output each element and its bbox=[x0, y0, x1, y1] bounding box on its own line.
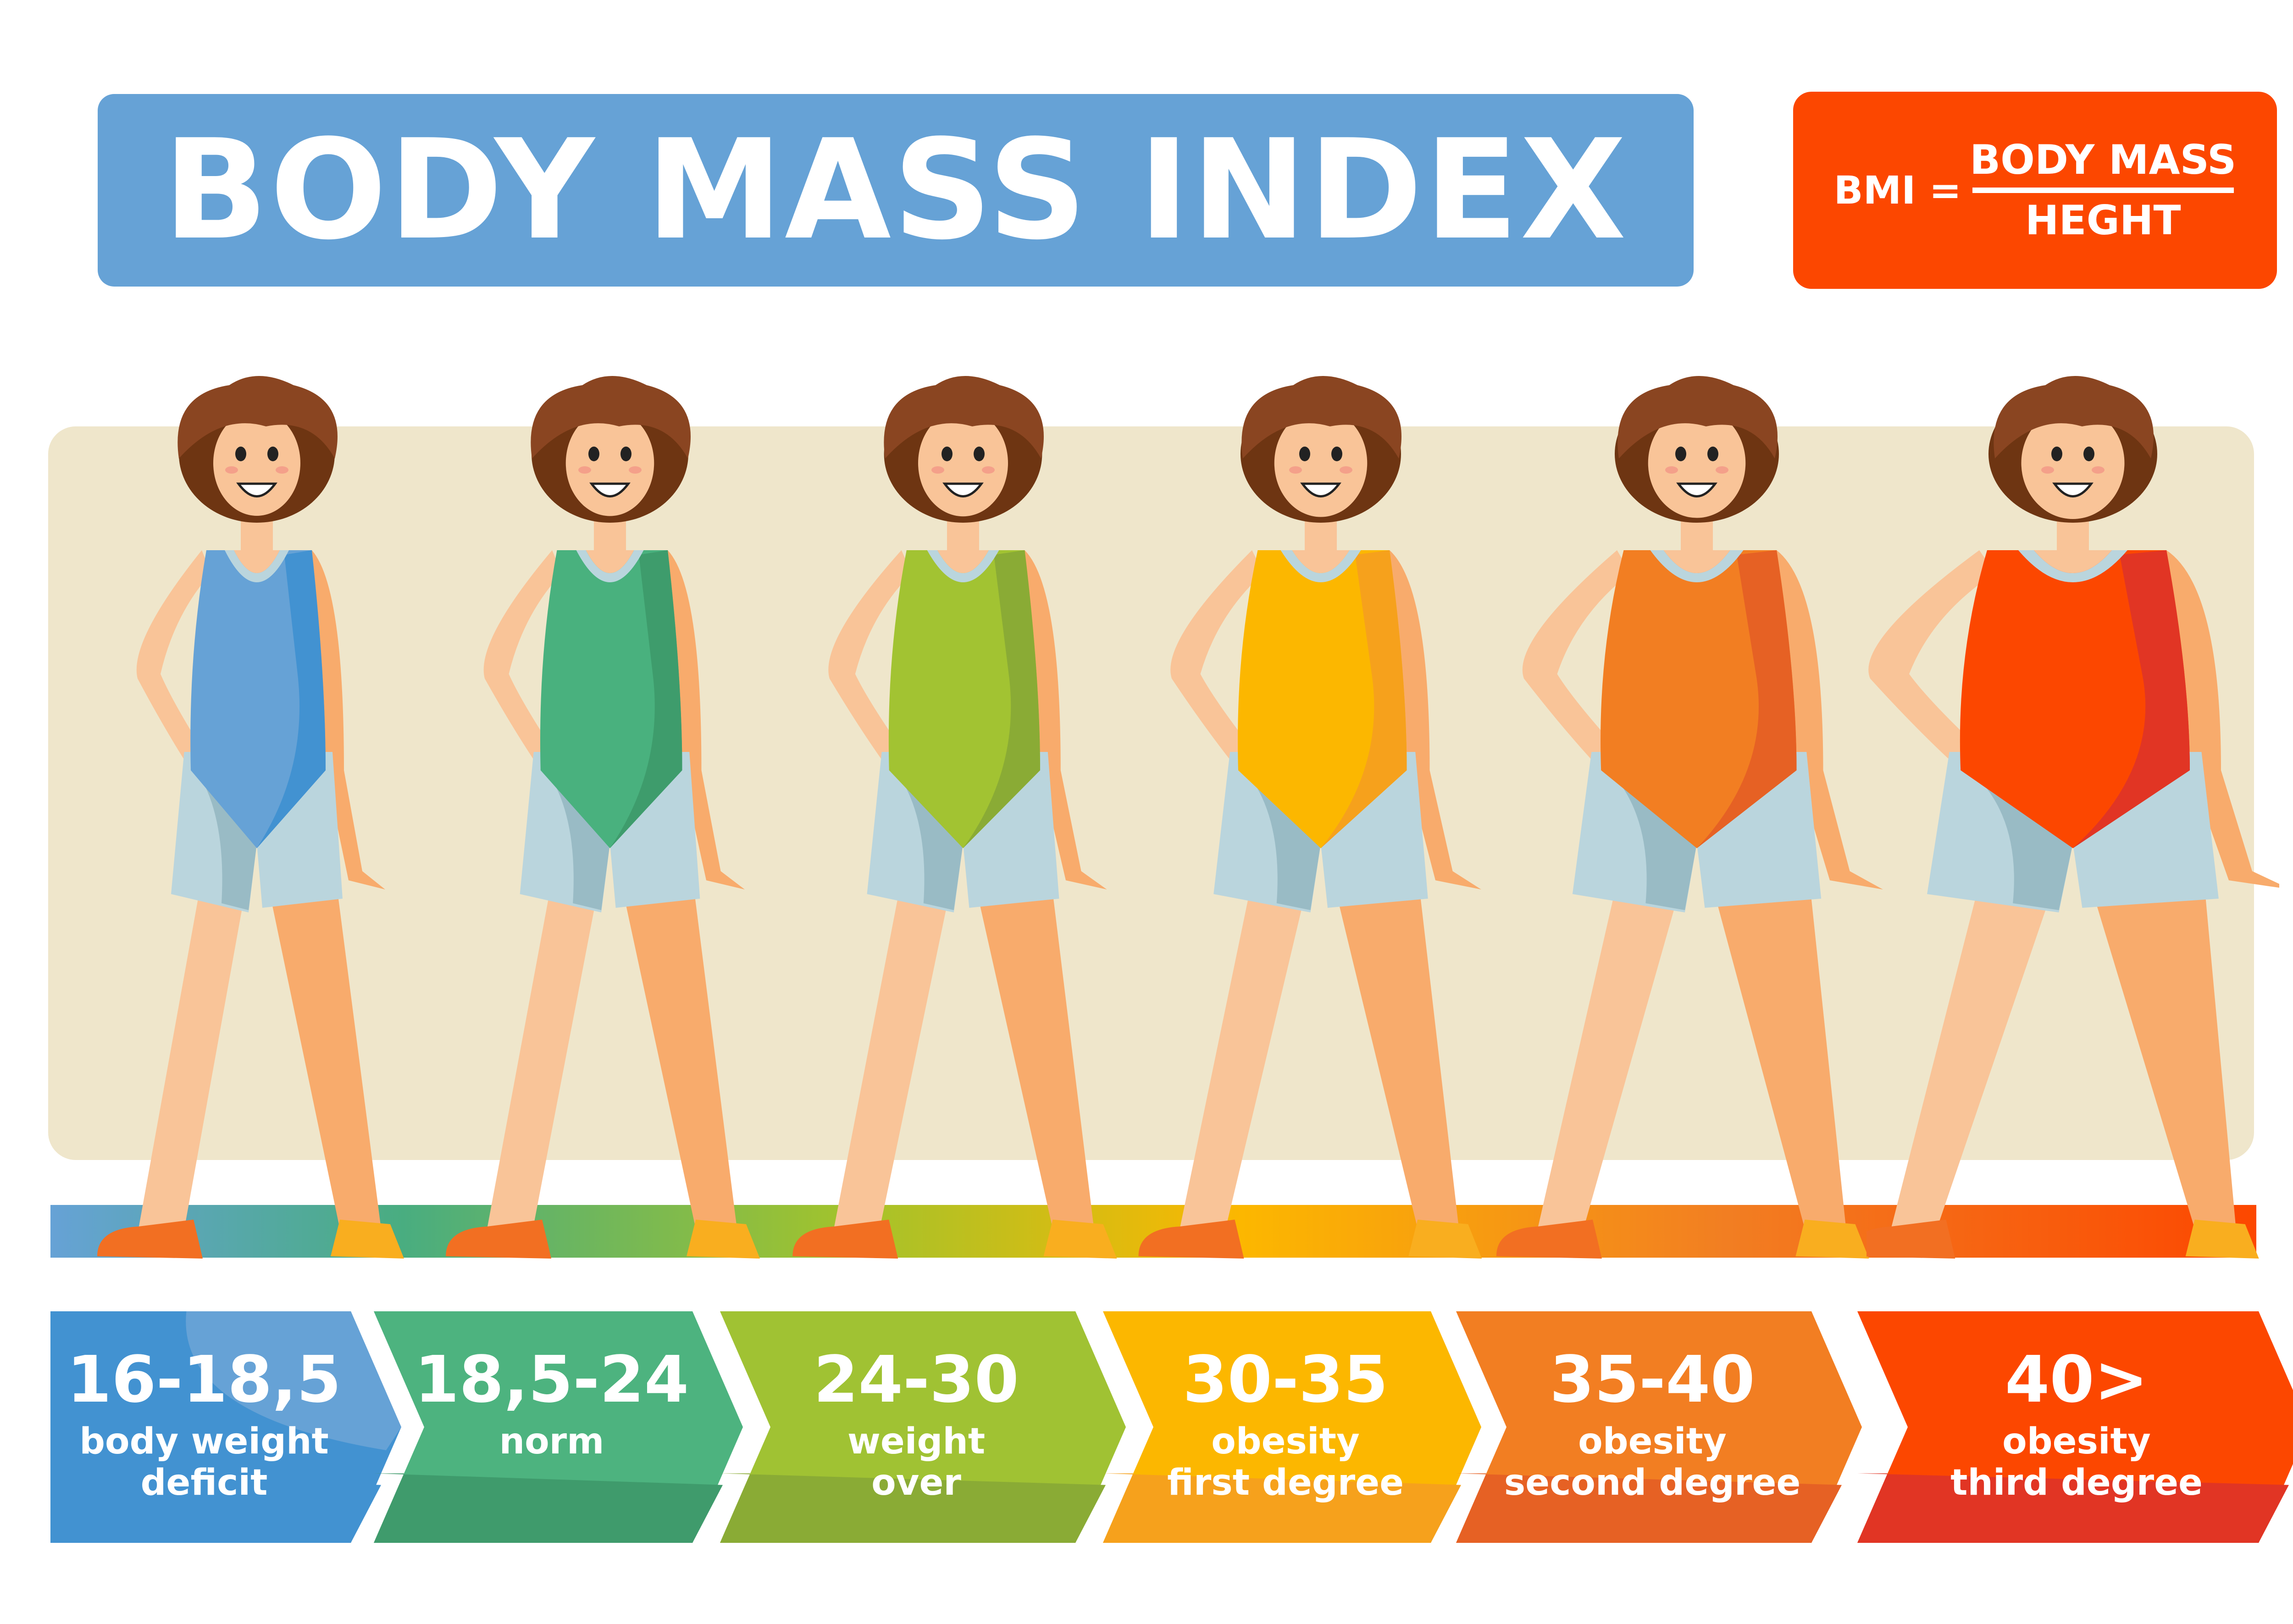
category-label-line: deficit bbox=[140, 1462, 268, 1503]
bmi-range: 16-18,5 bbox=[66, 1342, 342, 1417]
background-panel bbox=[48, 426, 2254, 1160]
bmi-category-1: 16-18,5 body weight deficit bbox=[50, 1311, 408, 1543]
category-label-line: obesity bbox=[2002, 1421, 2151, 1462]
category-label-line: norm bbox=[499, 1421, 604, 1462]
bmi-category-3: 24-30 weight over bbox=[720, 1311, 1133, 1543]
bmi-scale: 16-18,5 body weight deficit 18,5-24 norm … bbox=[0, 1311, 2293, 1550]
woman-figure-icon bbox=[1496, 376, 1883, 1259]
category-label-line: weight bbox=[847, 1421, 986, 1462]
fraction-bar bbox=[1972, 188, 2234, 193]
figure-3 bbox=[757, 358, 1169, 1276]
bmi-category-5: 35-40 obesity second degree bbox=[1456, 1311, 1869, 1543]
title-banner: BODY MASS INDEX bbox=[98, 94, 1694, 287]
category-label-line: third degree bbox=[1950, 1462, 2203, 1503]
category-label-line: over bbox=[871, 1462, 961, 1503]
category-label: norm bbox=[499, 1421, 604, 1463]
category-label-line: body weight bbox=[79, 1421, 329, 1462]
bmi-range: 35-40 bbox=[1550, 1342, 1755, 1417]
figures-row bbox=[0, 358, 2293, 1275]
woman-figure-icon bbox=[792, 376, 1117, 1259]
bmi-range: 18,5-24 bbox=[414, 1342, 689, 1417]
category-label: obesity third degree bbox=[1950, 1421, 2203, 1503]
chevron-arrow-icon bbox=[720, 1311, 1126, 1543]
chevron-arrow-icon bbox=[1857, 1311, 2293, 1543]
figure-6 bbox=[1850, 358, 2291, 1276]
category-label-line: second degree bbox=[1504, 1462, 1801, 1503]
formula-denominator: HEGHT bbox=[2025, 197, 2181, 244]
bmi-range: 30-35 bbox=[1183, 1342, 1388, 1417]
category-label: obesity first degree bbox=[1167, 1421, 1404, 1503]
category-label-line: first degree bbox=[1167, 1462, 1404, 1503]
figure-1 bbox=[50, 358, 463, 1276]
page-title: BODY MASS INDEX bbox=[163, 110, 1628, 270]
formula-lhs: BMI = bbox=[1833, 168, 1962, 213]
bmi-range: 40> bbox=[2005, 1342, 2149, 1417]
chevron-arrow-icon bbox=[1103, 1311, 1481, 1543]
category-label-line: obesity bbox=[1211, 1421, 1360, 1462]
bmi-formula-box: BMI = BODY MASS HEGHT bbox=[1793, 92, 2277, 289]
bmi-category-2: 18,5-24 norm bbox=[374, 1311, 750, 1543]
category-label: body weight deficit bbox=[79, 1421, 329, 1503]
woman-figure-icon bbox=[1850, 376, 2291, 1259]
chevron-arrow-icon bbox=[1456, 1311, 1862, 1543]
formula-numerator: BODY MASS bbox=[1970, 136, 2237, 183]
chevron-arrow-icon bbox=[50, 1311, 401, 1543]
woman-figure-icon bbox=[1138, 376, 1482, 1259]
bmi-category-4: 30-35 obesity first degree bbox=[1103, 1311, 1488, 1543]
bmi-category-6: 40> obesity third degree bbox=[1857, 1311, 2293, 1543]
category-label: obesity second degree bbox=[1504, 1421, 1801, 1503]
category-label: weight over bbox=[847, 1421, 985, 1503]
bmi-range: 24-30 bbox=[814, 1342, 1019, 1417]
woman-figure-icon bbox=[97, 376, 404, 1259]
figure-2 bbox=[404, 358, 816, 1276]
figure-4 bbox=[1114, 358, 1527, 1276]
category-label-line: obesity bbox=[1578, 1421, 1727, 1462]
chevron-arrow-icon bbox=[374, 1311, 743, 1543]
formula-fraction: BODY MASS HEGHT bbox=[1970, 136, 2237, 244]
woman-figure-icon bbox=[446, 376, 760, 1259]
figure-5 bbox=[1490, 358, 1903, 1276]
